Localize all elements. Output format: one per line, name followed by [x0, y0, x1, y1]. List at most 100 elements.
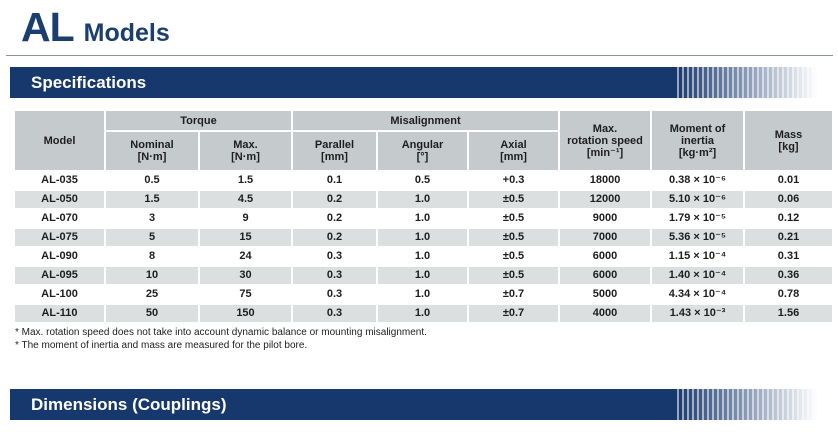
col-header-misalignment-group: Misalignment — [293, 111, 559, 130]
section-banner-label: Dimensions (Couplings) — [31, 394, 227, 414]
header-unit: [N·m] — [137, 151, 167, 163]
page-title-main: AL — [21, 4, 75, 50]
header-line: Parallel — [314, 139, 355, 151]
cell-angular: 1.0 — [378, 229, 467, 246]
cell-angular: 1.0 — [378, 305, 467, 322]
col-header-mass: Mass [kg] — [745, 111, 833, 170]
header-line: Mass — [774, 128, 803, 141]
cell-model: AL-090 — [15, 248, 104, 265]
cell-inertia: 1.43 × 10⁻³ — [652, 305, 744, 322]
cell-axial: ±0.5 — [469, 210, 559, 227]
cell-model: AL-100 — [15, 286, 104, 303]
cell-model: AL-110 — [15, 305, 104, 322]
header-line: Moment of — [669, 122, 726, 135]
cell-mass: 0.36 — [745, 267, 833, 284]
header-line: Angular — [401, 139, 444, 151]
cell-angular: 0.5 — [378, 172, 467, 189]
table-row: AL-110 50 150 0.3 1.0 ±0.7 4000 1.43 × 1… — [15, 305, 833, 322]
cell-axial: ±0.5 — [469, 229, 559, 246]
footnotes: * Max. rotation speed does not take into… — [15, 327, 838, 352]
header-unit: [N·m] — [231, 151, 260, 163]
col-header-inertia: Moment of inertia [kg·m²] — [652, 111, 744, 170]
cell-axial: ±0.5 — [469, 267, 559, 284]
cell-axial: ±0.7 — [469, 305, 559, 322]
header-line: rotation speed — [567, 134, 643, 147]
cell-rotation-speed: 4000 — [560, 305, 651, 322]
footnote: * Max. rotation speed does not take into… — [15, 327, 427, 338]
cell-axial: +0.3 — [469, 172, 559, 189]
section-banner-label: Specifications — [31, 72, 147, 92]
col-header-angular: Angular [°] — [378, 132, 467, 170]
cell-mass: 0.21 — [745, 229, 833, 246]
cell-model: AL-050 — [15, 191, 104, 208]
header-unit: [°] — [416, 151, 429, 163]
page-title: AL Models — [0, 0, 838, 51]
cell-rotation-speed: 18000 — [560, 172, 651, 189]
cell-angular: 1.0 — [378, 210, 467, 227]
table-row: AL-095 10 30 0.3 1.0 ±0.5 6000 1.40 × 10… — [15, 267, 833, 284]
table-row: AL-090 8 24 0.3 1.0 ±0.5 6000 1.15 × 10⁻… — [15, 248, 833, 265]
cell-max-torque: 150 — [200, 305, 291, 322]
cell-inertia: 1.79 × 10⁻⁵ — [652, 210, 744, 227]
cell-parallel: 0.3 — [293, 267, 376, 284]
cell-rotation-speed: 12000 — [560, 191, 651, 208]
cell-nominal-torque: 3 — [106, 210, 198, 227]
cell-mass: 0.01 — [745, 172, 833, 189]
header-line: inertia — [681, 134, 715, 147]
cell-rotation-speed: 6000 — [560, 267, 651, 284]
section-banner-specifications: Specifications — [10, 67, 822, 98]
header-unit: [kg·m²] — [678, 146, 717, 159]
cell-nominal-torque: 50 — [106, 305, 198, 322]
specifications-table: Model Torque Misalignment Max. rotation … — [13, 109, 834, 324]
cell-model: AL-075 — [15, 229, 104, 246]
cell-parallel: 0.2 — [293, 210, 376, 227]
cell-mass: 0.78 — [745, 286, 833, 303]
cell-parallel: 0.2 — [293, 229, 376, 246]
header-unit: [mm] — [500, 151, 527, 163]
cell-model: AL-070 — [15, 210, 104, 227]
col-header-rotation-speed: Max. rotation speed [min⁻¹] — [560, 111, 651, 170]
table-row: AL-050 1.5 4.5 0.2 1.0 ±0.5 12000 5.10 ×… — [15, 191, 833, 208]
cell-angular: 1.0 — [378, 286, 467, 303]
cell-rotation-speed: 9000 — [560, 210, 651, 227]
col-header-torque-group: Torque — [106, 111, 291, 130]
cell-nominal-torque: 1.5 — [106, 191, 198, 208]
cell-nominal-torque: 10 — [106, 267, 198, 284]
col-header-parallel: Parallel [mm] — [293, 132, 376, 170]
col-header-max: Max. [N·m] — [200, 132, 291, 170]
header-line: Nominal — [130, 139, 174, 151]
page-title-sub: Models — [83, 19, 170, 47]
cell-parallel: 0.3 — [293, 286, 376, 303]
cell-model: AL-095 — [15, 267, 104, 284]
table-row: AL-035 0.5 1.5 0.1 0.5 +0.3 18000 0.38 ×… — [15, 172, 833, 189]
header-unit: [min⁻¹] — [586, 146, 624, 159]
table-row: AL-075 5 15 0.2 1.0 ±0.5 7000 5.36 × 10⁻… — [15, 229, 833, 246]
cell-axial: ±0.5 — [469, 248, 559, 265]
cell-inertia: 4.34 × 10⁻⁴ — [652, 286, 744, 303]
cell-max-torque: 15 — [200, 229, 291, 246]
cell-rotation-speed: 7000 — [560, 229, 651, 246]
table-row: AL-070 3 9 0.2 1.0 ±0.5 9000 1.79 × 10⁻⁵… — [15, 210, 833, 227]
cell-nominal-torque: 8 — [106, 248, 198, 265]
cell-max-torque: 1.5 — [200, 172, 291, 189]
cell-parallel: 0.1 — [293, 172, 376, 189]
cell-mass: 0.06 — [745, 191, 833, 208]
cell-rotation-speed: 6000 — [560, 248, 651, 265]
cell-inertia: 0.38 × 10⁻⁶ — [652, 172, 744, 189]
table-row: AL-100 25 75 0.3 1.0 ±0.7 5000 4.34 × 10… — [15, 286, 833, 303]
header-line: Max. — [592, 122, 618, 135]
cell-angular: 1.0 — [378, 191, 467, 208]
cell-inertia: 5.36 × 10⁻⁵ — [652, 229, 744, 246]
cell-axial: ±0.7 — [469, 286, 559, 303]
cell-mass: 1.56 — [745, 305, 833, 322]
col-header-nominal: Nominal [N·m] — [106, 132, 198, 170]
cell-max-torque: 24 — [200, 248, 291, 265]
cell-mass: 0.31 — [745, 248, 833, 265]
cell-nominal-torque: 25 — [106, 286, 198, 303]
footnote: * The moment of inertia and mass are mea… — [15, 339, 308, 351]
cell-angular: 1.0 — [378, 267, 467, 284]
header-unit: [kg] — [778, 140, 799, 153]
cell-max-torque: 30 — [200, 267, 291, 284]
cell-inertia: 1.40 × 10⁻⁴ — [652, 267, 744, 284]
